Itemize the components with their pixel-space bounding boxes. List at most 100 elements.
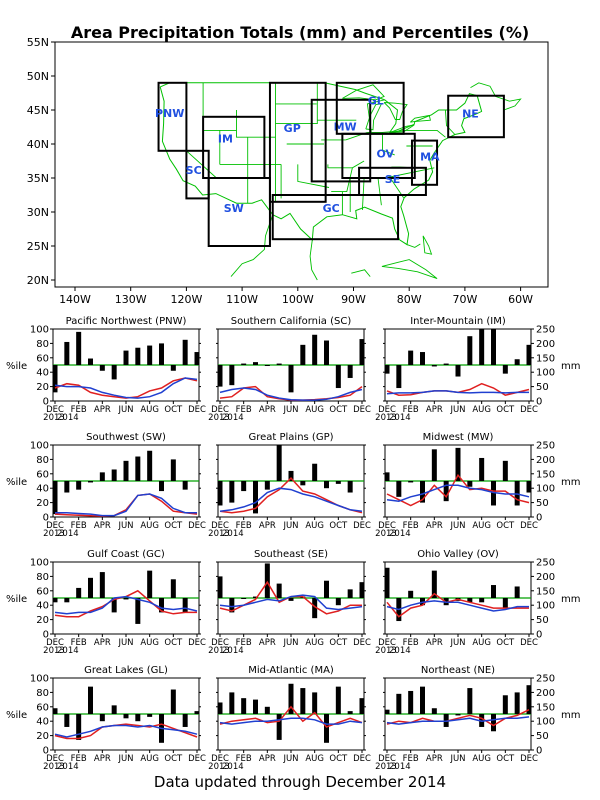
percentile-bar [384,567,390,598]
percentile-bar [502,695,508,714]
percentile-bar [99,472,105,481]
percentile-bar [253,481,258,514]
x-tick-label: APR [426,638,443,648]
normal-mm-line [54,595,198,615]
map-lon-label: 120W [170,293,202,306]
region-box-ne [447,94,505,139]
x-tick-label: JUN [282,405,298,415]
right-tick-label: 200 [536,688,555,699]
percentile-bar [159,343,164,365]
x-year-label: 2013 [43,413,65,423]
percentile-bar [276,445,282,481]
right-axis-label: mm [561,594,580,605]
percentile-bar [217,702,223,714]
panel-title: Great Plains (GP) [248,432,333,443]
percentile-bar [502,460,508,481]
left-tick-label: 100 [30,325,49,336]
x-tick-label: DEC [378,754,396,764]
x-tick-label: JUN [117,638,133,648]
normal-mm-line [219,487,363,512]
region-map: 55N 50N 45N 40N 35N 30N 25N 20N 140W 130W 120W 110W… [27,36,549,306]
percentile-bar [241,481,247,492]
percentile-bar [182,598,188,613]
percentile-bar [443,363,449,365]
state-line [275,82,318,125]
right-tick-label: 50 [536,382,549,393]
x-tick-label: OCT [496,754,515,764]
x-tick-label: APR [94,521,111,531]
x-year-label: 2013 [43,646,65,656]
state-line [331,160,365,193]
left-tick-label: 60 [36,353,49,364]
region-label-sc: SC [186,164,202,177]
percentile-bar [347,711,353,714]
map-lat-label: 45N [27,104,49,117]
percentile-bar [335,686,341,714]
x-tick-label: DEC [188,521,206,531]
percentile-bar [335,481,341,484]
region-box-ma [410,139,439,186]
left-tick-label: 100 [30,441,49,452]
panel-0: Pacific Northwest (PNW) 0 20 40 60 80 100 %ile D… [6,316,206,423]
right-tick-label: 200 [536,572,555,583]
map-lon-label: 80W [397,293,422,306]
region-box-ov [341,132,416,180]
percentile-bar [359,698,365,714]
percentile-bar [324,714,329,743]
left-tick-label: 20 [36,498,49,509]
percentile-bar [253,362,258,365]
percentile-bar [123,460,129,481]
percentile-bar [396,365,402,389]
x-tick-label: AUG [305,405,324,415]
x-tick-label: AUG [140,754,159,764]
region-label-gp: GP [284,122,301,135]
right-tick-label: 150 [536,702,555,713]
percentile-bar [123,350,129,365]
normal-mm-line [219,594,363,611]
right-tick-label: 150 [536,586,555,597]
left-axis-label: %ile [6,710,27,721]
right-axis-label: mm [561,710,580,721]
percentile-bar [76,331,82,365]
x-year-label: 2014 [222,529,244,539]
x-tick-label: APR [259,521,276,531]
map-lat-label: 20N [27,274,49,287]
left-tick-label: 80 [36,572,49,583]
x-tick-label: DEC [46,405,64,415]
panel-3: Southwest (SW) 0 20 40 60 80 100 %ile DEC FEB APR J… [6,432,206,539]
x-tick-label: FEB [236,405,252,415]
percentile-bar [229,598,235,613]
left-tick-label: 0 [43,630,49,641]
percentile-bar [431,570,437,598]
percentile-bar [170,459,176,481]
x-tick-label: DEC [188,754,206,764]
panel-7: Southeast (SE)DEC FEB APR JUN AUG OCT DEC20132… [208,549,371,656]
x-tick-label: OCT [329,638,348,648]
percentile-bar [229,692,235,714]
x-tick-label: DEC [520,754,538,764]
normal-mm-line [219,387,363,401]
x-tick-label: DEC [188,405,206,415]
percentile-bar [52,365,58,393]
percentile-bar [147,345,153,365]
total-mm-line [54,723,198,740]
percentile-bar [467,336,473,365]
map-lon-label: 140W [59,293,91,306]
percentile-bar [514,481,520,506]
x-tick-label: AUG [140,405,159,415]
percentile-bar [76,587,82,598]
percentile-bar [217,365,223,387]
percentile-bar [52,481,58,515]
right-tick-label: 200 [536,455,555,466]
x-year-label: 2014 [222,413,244,423]
x-tick-label: FEB [403,405,419,415]
percentile-bar [514,359,520,365]
region-label-pnw: PNW [155,107,184,120]
right-tick-label: 250 [536,558,555,569]
percentile-bar [182,481,188,490]
right-tick-label: 250 [536,674,555,685]
left-tick-label: 20 [36,615,49,626]
region-box-sc [185,149,210,200]
x-tick-label: FEB [71,405,87,415]
